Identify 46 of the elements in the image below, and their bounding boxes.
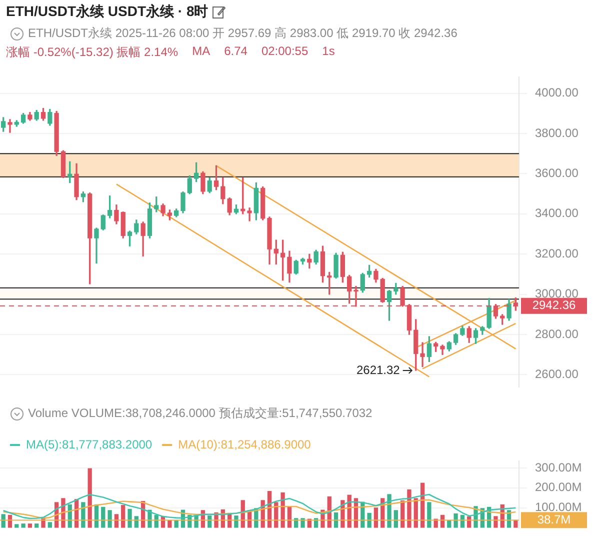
annotation: 2621.32: [356, 362, 400, 377]
text: 1s: [322, 44, 335, 60]
bar: [394, 510, 398, 528]
y-tick-label: 3200.00: [535, 246, 579, 260]
bar: [14, 524, 19, 528]
bar: [174, 520, 178, 528]
bar: [234, 516, 238, 528]
bar: [300, 518, 305, 528]
bar: [48, 522, 52, 528]
text: 6.74: [224, 44, 248, 60]
bar: [128, 508, 132, 528]
bar: [367, 512, 372, 528]
chart-title: Volume VOLUME:38,708,246.0000 预估成交量:51,747,550.7032: [28, 405, 372, 422]
chart-title: ETH/USDT永续 USDT永续 · 8时: [6, 3, 208, 21]
text: 02:00:55: [261, 44, 308, 60]
ref-line-label: 38.7M: [537, 512, 571, 526]
y-tick-label: 300.00M: [535, 460, 582, 474]
y-tick-label: 3800.00: [535, 126, 579, 140]
bar: [88, 468, 92, 528]
text: MA: [192, 44, 210, 60]
y-tick-label: 3000.00: [535, 286, 579, 301]
y-tick-label: 200.00M: [535, 480, 582, 494]
bar: [1, 514, 6, 528]
y-tick-label: 3400.00: [535, 206, 579, 220]
ref-line-label: 2942.36: [532, 298, 576, 312]
bar: [101, 506, 106, 528]
y-tick-label: 2800.00: [535, 326, 579, 341]
legend-label: MA(5):81,777,883.2000: [26, 437, 152, 452]
bar: [108, 510, 112, 528]
bar: [427, 502, 432, 528]
legend-label: MA(10):81,254,886.9000: [178, 437, 312, 452]
chart-subtitle: ETH/USDT永续 2025-11-26 08:00 开 2957.69 高 2983.00 低 2919.70 收 2942.36: [28, 25, 458, 42]
bar: [168, 520, 172, 528]
y-tick-label: 4000.00: [535, 86, 579, 100]
y-tick-label: 100.00M: [535, 500, 582, 514]
bar: [21, 523, 26, 528]
bar: [387, 494, 392, 528]
bar: [374, 508, 378, 528]
bar: [447, 520, 452, 528]
y-tick-label: 3600.00: [535, 166, 579, 180]
text: 涨幅 -0.52%(-15.32) 振幅 2.14%: [6, 44, 178, 61]
bar: [494, 516, 498, 528]
bar: [121, 504, 126, 528]
bar: [454, 513, 458, 528]
bar: [407, 489, 412, 528]
y-tick-label: 2600.00: [535, 367, 579, 382]
